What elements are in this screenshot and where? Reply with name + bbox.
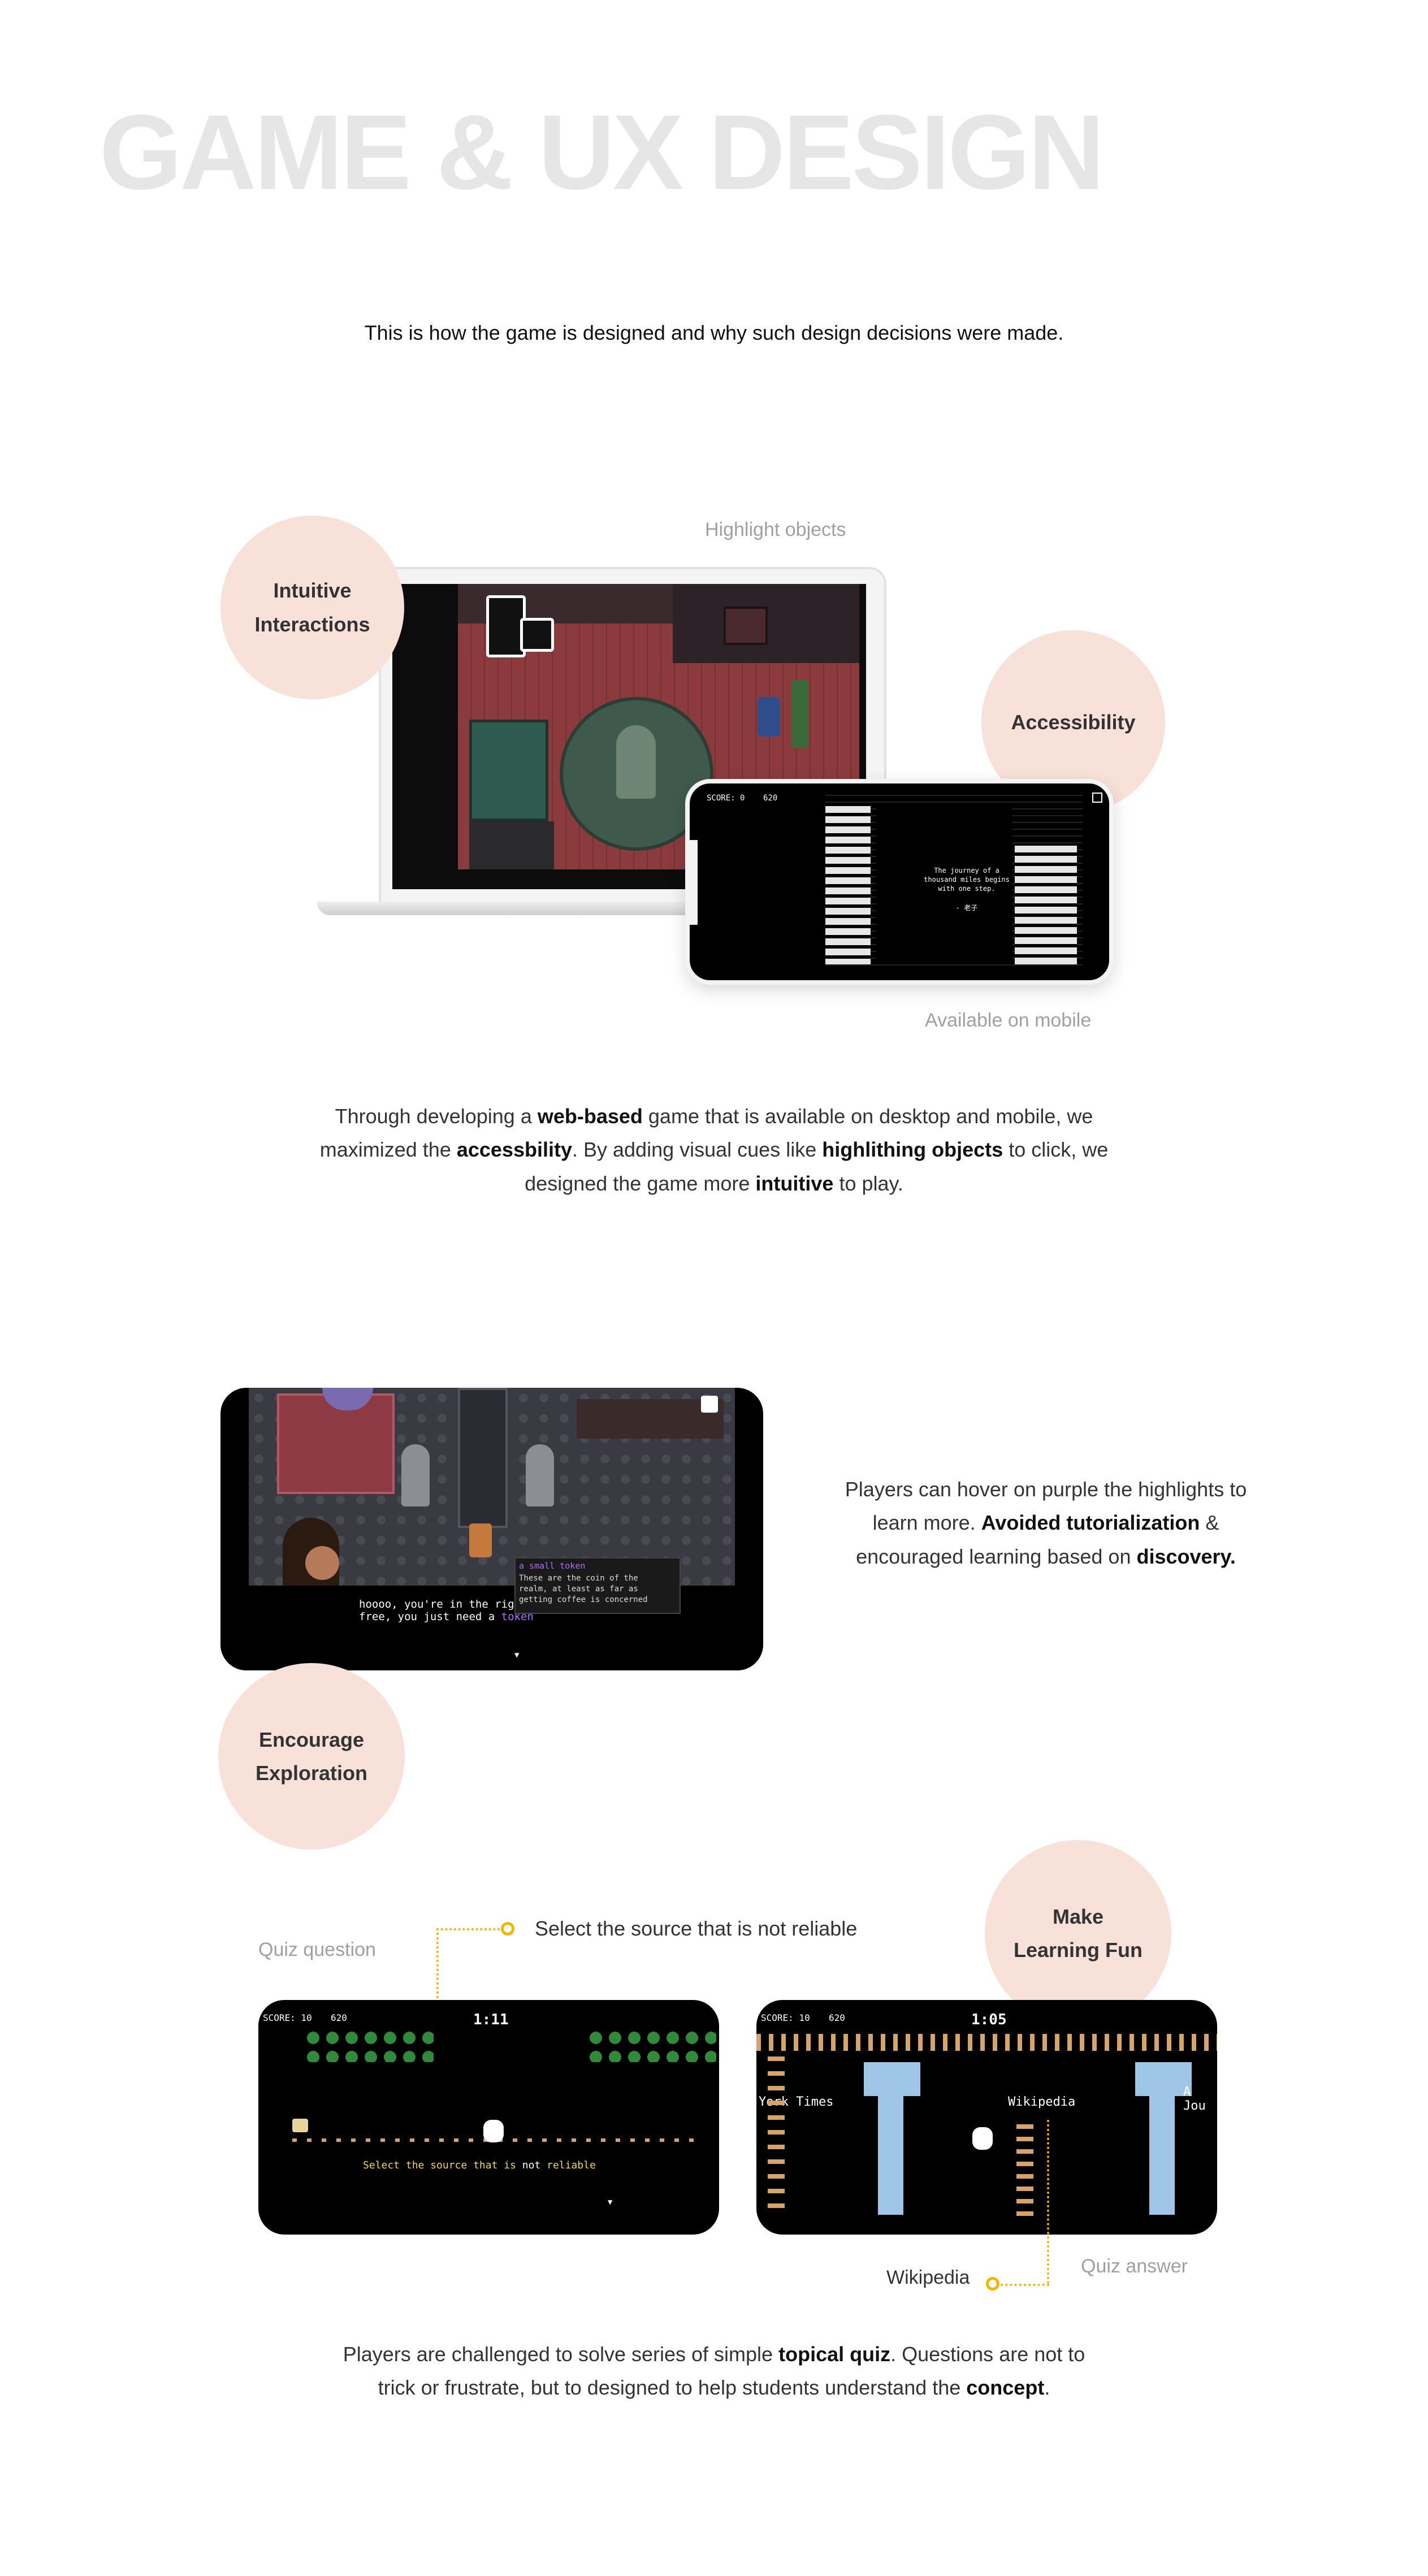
exploration-game-screenshot: hoooo, you're in the right free, you jus… [220,1388,763,1670]
quiz1-coins: 620 [331,2012,347,2023]
answer-dot [986,2277,999,2291]
quiz2-score: SCORE: 10 [761,2012,810,2023]
quiz1-bottom-text: Select the source that is not reliable [363,2159,596,2171]
caption-highlight-objects: Highlight objects [705,519,846,540]
dice-icon[interactable] [701,1396,718,1413]
mobile-quote: The journey of a thousand miles begins w… [924,867,1010,912]
quiz-question-screenshot: SCORE: 10 620 1:11 Select the source tha… [258,2000,719,2235]
page-title: GAME & UX DESIGN [99,93,1105,211]
quiz-prompt-label: Select the source that is not reliable [535,1917,858,1940]
mobile-score: SCORE: 0 [707,794,745,803]
dialog-next-icon[interactable]: ▼ [514,1651,520,1660]
circle-label-line1: Make [1052,1904,1104,1928]
answer-sign-middle[interactable]: Wikipedia [1008,2095,1076,2109]
quiz2-coins: 620 [829,2012,845,2023]
mobile-settings-icon[interactable] [1092,793,1102,803]
quiz1-timer: 1:11 [473,2011,509,2028]
connector-line [1047,2120,1049,2284]
circle-label-line2: Exploration [255,1761,368,1785]
highlight-box-2[interactable] [520,618,554,652]
connector-line [996,2284,1049,2286]
caption-quiz-question: Quiz question [258,1939,376,1960]
circle-label-line2: Interactions [254,612,370,636]
caption-available-mobile: Available on mobile [925,1010,1092,1031]
section2-paragraph: Players can hover on purple the highligh… [845,1478,1247,1568]
mobile-coins: 620 [763,794,778,803]
token-tooltip: a small token These are the coin of the … [514,1557,681,1614]
quiz2-timer: 1:05 [971,2011,1007,2028]
circle-label: Accessibility [1011,710,1136,734]
caption-quiz-answer: Quiz answer [1081,2255,1188,2277]
circle-make-learning-fun: Make Learning Fun [985,1840,1171,2027]
quiz-answer-screenshot: SCORE: 10 620 1:05 York Times Wikipedia … [756,2000,1217,2235]
quiz1-score: SCORE: 10 [263,2012,312,2023]
mobile-phone-frame: SCORE: 0 620 The journey of a thousand m… [685,779,1114,985]
quiz-prompt-dot [501,1922,514,1936]
quiz1-next-icon[interactable]: ▼ [608,2198,613,2207]
circle-encourage-exploration: Encourage Exploration [218,1663,405,1850]
circle-intuitive-interactions: Intuitive Interactions [220,516,404,699]
circle-label-line1: Encourage [258,1728,365,1751]
answer-label: Wikipedia [886,2267,970,2288]
dialog-text: hoooo, you're in the right free, you jus… [359,1598,534,1623]
circle-label-line1: Intuitive [273,579,352,603]
answer-sign-right[interactable]: A Jou [1183,2085,1206,2113]
section3-paragraph: Players are challenged to solve series o… [343,2343,1085,2400]
circle-label-line2: Learning Fun [1014,1938,1143,1962]
section1-paragraph: Through developing a web-based game that… [319,1105,1109,1195]
page-subtitle: This is how the game is designed and why… [364,321,1064,344]
connector-line [436,1928,504,1930]
